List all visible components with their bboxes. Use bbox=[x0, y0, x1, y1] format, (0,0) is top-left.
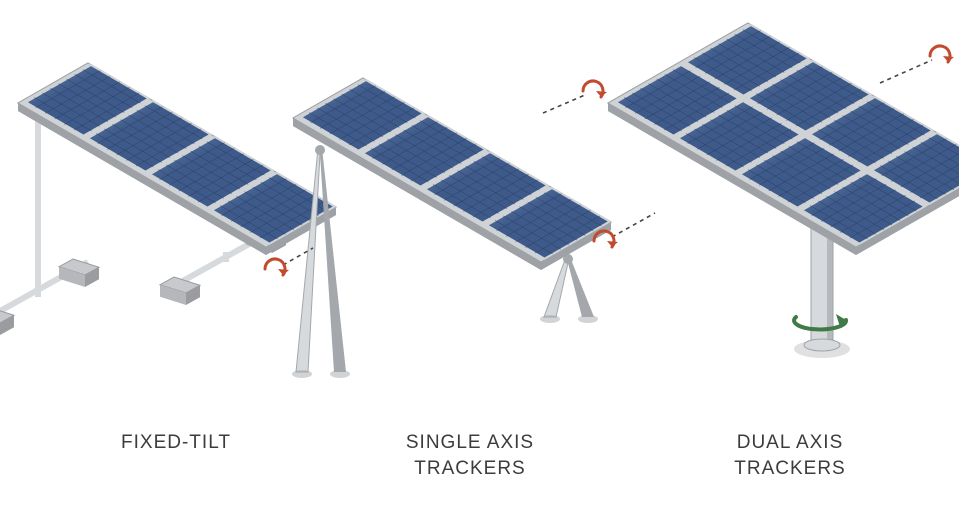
fixed-label: FIXED-TILT bbox=[96, 430, 256, 456]
single-label: SINGLE AXISTRACKERS bbox=[370, 430, 570, 481]
dual-illustration bbox=[600, 15, 959, 440]
diagram-stage: FIXED-TILT SINGLE AXISTRACKERS DUAL AXISTR… bbox=[0, 0, 959, 517]
dual-label: DUAL AXISTRACKERS bbox=[690, 430, 890, 481]
